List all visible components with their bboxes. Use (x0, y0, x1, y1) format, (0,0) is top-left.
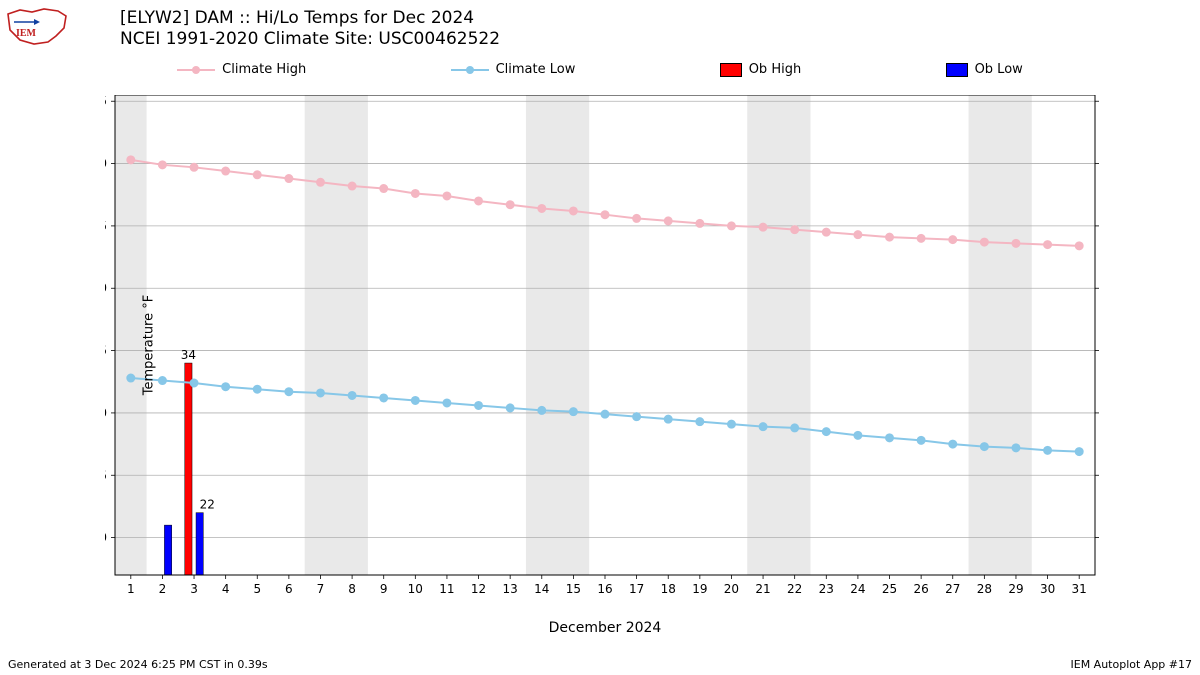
svg-text:6: 6 (285, 582, 293, 595)
legend-ob-low: Ob Low (946, 62, 1023, 77)
svg-text:23: 23 (819, 582, 834, 595)
legend-climate-low: Climate Low (451, 62, 576, 77)
svg-text:22: 22 (787, 582, 802, 595)
svg-text:14: 14 (534, 582, 549, 595)
iem-logo: IEM (6, 6, 68, 46)
svg-text:8: 8 (348, 582, 356, 595)
legend-label: Climate High (222, 62, 306, 77)
svg-text:25: 25 (882, 582, 897, 595)
svg-text:20: 20 (724, 582, 739, 595)
x-axis-label: December 2024 (549, 620, 662, 651)
svg-text:50: 50 (105, 157, 107, 171)
svg-text:IEM: IEM (16, 28, 37, 39)
svg-text:3: 3 (190, 582, 198, 595)
chart-area: Temperature °F 2025303540455055223412345… (105, 95, 1105, 595)
svg-text:22: 22 (200, 498, 215, 512)
svg-text:28: 28 (977, 582, 992, 595)
svg-text:10: 10 (408, 582, 423, 595)
svg-text:24: 24 (850, 582, 865, 595)
legend-label: Ob High (749, 62, 802, 77)
svg-text:35: 35 (105, 344, 107, 358)
svg-text:15: 15 (566, 582, 581, 595)
chart-svg: 2025303540455055223412345678910111213141… (105, 95, 1105, 595)
y-axis-label: Temperature °F (142, 295, 157, 395)
legend: Climate High Climate Low Ob High Ob Low (105, 62, 1095, 77)
svg-text:13: 13 (503, 582, 518, 595)
svg-text:16: 16 (597, 582, 612, 595)
title-line-2: NCEI 1991-2020 Climate Site: USC00462522 (120, 29, 500, 50)
svg-text:5: 5 (253, 582, 261, 595)
legend-label: Climate Low (496, 62, 576, 77)
svg-text:30: 30 (1040, 582, 1055, 595)
svg-text:27: 27 (945, 582, 960, 595)
svg-text:18: 18 (661, 582, 676, 595)
chart-title: [ELYW2] DAM :: Hi/Lo Temps for Dec 2024 … (120, 8, 500, 51)
svg-text:55: 55 (105, 95, 107, 108)
svg-text:9: 9 (380, 582, 388, 595)
svg-text:40: 40 (105, 281, 107, 295)
title-line-1: [ELYW2] DAM :: Hi/Lo Temps for Dec 2024 (120, 8, 500, 29)
svg-text:34: 34 (181, 348, 196, 362)
svg-text:30: 30 (105, 406, 107, 420)
legend-climate-high: Climate High (177, 62, 306, 77)
svg-text:7: 7 (317, 582, 325, 595)
legend-ob-high: Ob High (720, 62, 802, 77)
footer-app: IEM Autoplot App #17 (1071, 658, 1193, 671)
svg-text:4: 4 (222, 582, 230, 595)
svg-text:12: 12 (471, 582, 486, 595)
svg-text:21: 21 (755, 582, 770, 595)
svg-text:2: 2 (159, 582, 167, 595)
svg-text:11: 11 (439, 582, 454, 595)
svg-text:1: 1 (127, 582, 135, 595)
svg-text:45: 45 (105, 219, 107, 233)
svg-text:19: 19 (692, 582, 707, 595)
svg-text:25: 25 (105, 468, 107, 482)
svg-text:20: 20 (105, 531, 107, 545)
svg-text:26: 26 (913, 582, 928, 595)
footer-generated: Generated at 3 Dec 2024 6:25 PM CST in 0… (8, 658, 268, 671)
svg-text:31: 31 (1072, 582, 1087, 595)
svg-text:29: 29 (1008, 582, 1023, 595)
svg-text:17: 17 (629, 582, 644, 595)
legend-label: Ob Low (975, 62, 1023, 77)
